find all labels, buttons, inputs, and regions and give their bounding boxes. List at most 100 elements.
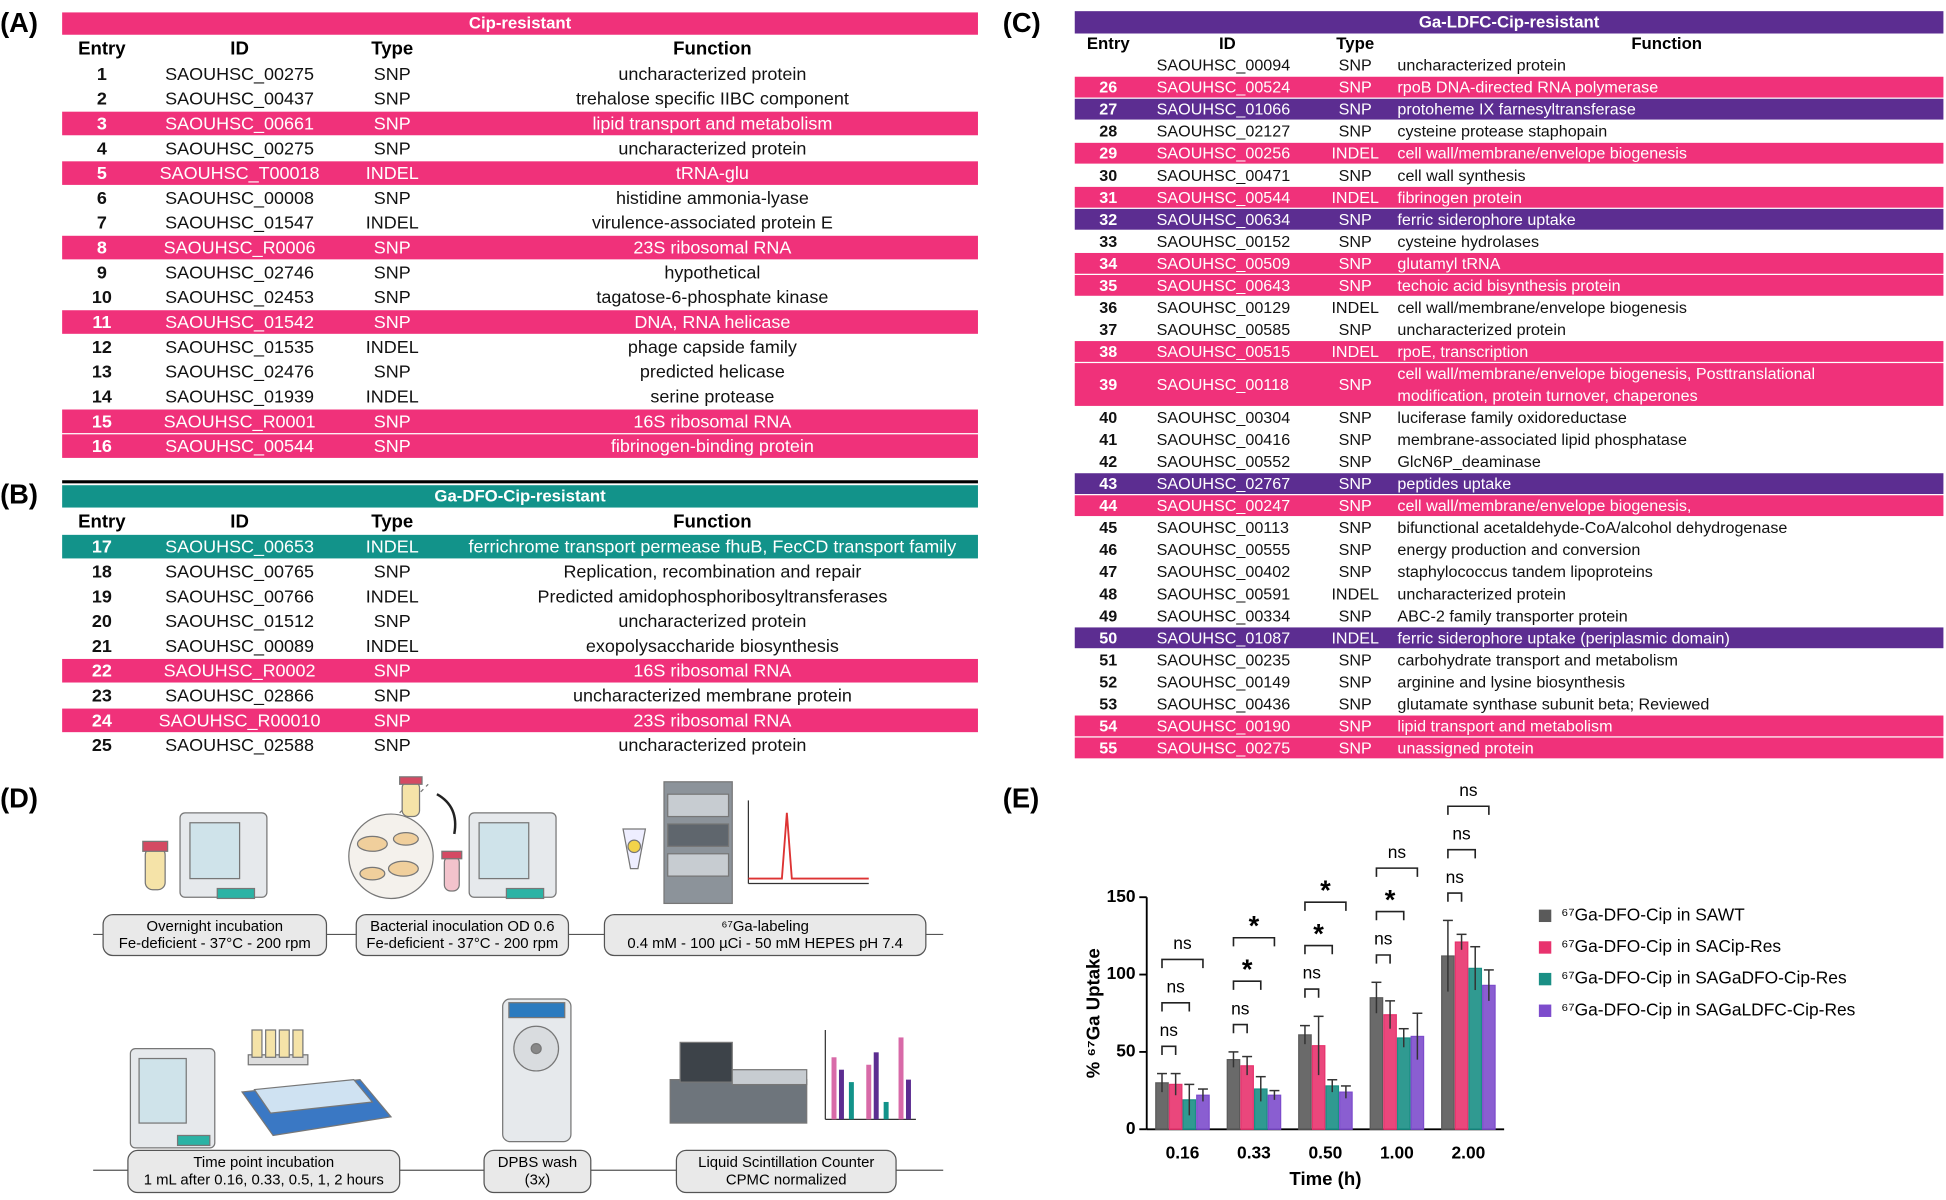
table-cell: 20	[92, 611, 112, 631]
significance-bracket	[1161, 958, 1204, 969]
significance-bracket	[1447, 848, 1477, 859]
workflow-illustrations	[93, 776, 944, 1171]
table-cell: SAOUHSC_01542	[165, 312, 314, 333]
bar	[1369, 997, 1384, 1130]
significance-label: *	[1313, 918, 1324, 949]
table-cell: peptides uptake	[1397, 475, 1511, 493]
table-cell: SNP	[1339, 695, 1372, 713]
table-cell: fibrinogen-binding protein	[611, 436, 814, 456]
table-cell: SAOUHSC_R0001	[164, 411, 316, 432]
table-cell: 47	[1099, 563, 1117, 581]
bar	[1482, 984, 1496, 1130]
table-cell: uncharacterized protein	[618, 64, 806, 84]
table-cell: 43	[1099, 475, 1117, 493]
table-cell: exopolysaccharide biosynthesis	[586, 636, 839, 656]
table-cell: SNP	[374, 611, 411, 631]
table-cell: 41	[1099, 431, 1117, 449]
table-cell: SNP	[374, 436, 411, 456]
bar	[1468, 967, 1483, 1130]
table-cell: SAOUHSC_00544	[1157, 189, 1291, 207]
table-cell: SNP	[374, 287, 411, 307]
significance-label: ns	[1452, 823, 1471, 843]
table-cell: lipid transport and metabolism	[592, 113, 832, 133]
table-cell: SNP	[1339, 57, 1372, 75]
table-cell: ferric siderophore uptake	[1397, 211, 1575, 229]
row-highlight	[62, 658, 978, 683]
table-cell: INDEL	[1331, 629, 1379, 647]
table-cell: SAOUHSC_00129	[1157, 299, 1291, 317]
error-bar	[1442, 919, 1453, 992]
table-cell: SAOUHSC_02453	[165, 287, 314, 308]
significance-bracket	[1447, 892, 1463, 902]
step-box	[603, 913, 927, 957]
table-cell: SNP	[1339, 211, 1372, 229]
table-cell: SAOUHSC_02127	[1157, 123, 1291, 141]
step-detail: (3x)	[525, 1173, 551, 1189]
table-cell: SNP	[1339, 123, 1372, 141]
table-cell: 22	[92, 661, 112, 681]
row-highlight	[1074, 495, 1944, 517]
table-cell: 3	[97, 113, 107, 133]
y-tick-label: 100	[1107, 963, 1136, 983]
table-cell: SAOUHSC_R0002	[164, 661, 316, 682]
error-bar	[1327, 1079, 1338, 1093]
panel-label: (C)	[1003, 7, 1041, 38]
legend-swatch	[1538, 972, 1552, 986]
error-bar	[1398, 1027, 1409, 1048]
table-cell: SNP	[1339, 519, 1372, 537]
significance-bracket	[1447, 805, 1490, 815]
significance-bracket	[1375, 867, 1419, 877]
x-tick-label: 0.33	[1237, 1143, 1271, 1163]
table-cell: SNP	[1339, 233, 1372, 251]
error-bar	[1385, 1000, 1396, 1029]
bar	[1454, 941, 1469, 1130]
table-cell: SAOUHSC_T00018	[160, 163, 320, 184]
error-bar	[1170, 1072, 1181, 1096]
table-cell: SAOUHSC_00544	[165, 436, 314, 457]
table-cell: 52	[1099, 673, 1117, 691]
table-cell: SAOUHSC_00113	[1157, 519, 1289, 537]
table-cell: SAOUHSC_00149	[1157, 673, 1291, 691]
x-tick-label: 0.50	[1309, 1143, 1343, 1163]
table-cell: uncharacterized protein	[1397, 57, 1566, 75]
table-cell: 24	[92, 710, 112, 730]
table-cell: 35	[1099, 277, 1117, 295]
table-cell: SAOUHSC_00437	[165, 89, 314, 110]
table-cell: SNP	[1339, 431, 1372, 449]
row-highlight	[1074, 76, 1944, 98]
table-cell: uncharacterized membrane protein	[573, 686, 852, 706]
table-cell: phage capside family	[628, 337, 797, 357]
column-header: Type	[1336, 34, 1374, 53]
table-cell: SNP	[374, 64, 411, 84]
table-cell: SAOUHSC_02746	[165, 262, 314, 283]
step-box	[675, 1149, 897, 1194]
table-cell: DNA, RNA helicase	[634, 312, 790, 332]
error-bar	[1255, 1075, 1266, 1102]
table-cell: SAOUHSC_00008	[165, 188, 314, 209]
table-cell: INDEL	[366, 163, 419, 183]
error-bar	[1197, 1088, 1208, 1102]
panel-label: (D)	[0, 783, 38, 814]
column-header: Entry	[78, 38, 126, 59]
column-header: Entry	[78, 510, 126, 531]
table-cell: serine protease	[650, 386, 774, 406]
table-cell: 19	[92, 586, 112, 606]
table-cell: bifunctional acetaldehyde-CoA/alcohol de…	[1397, 519, 1787, 537]
row-highlight	[1074, 142, 1944, 164]
table-cell: SNP	[374, 710, 411, 730]
table-cell: SAOUHSC_01535	[165, 337, 314, 358]
table-rule	[62, 480, 978, 484]
table-cell: lipid transport and metabolism	[1397, 717, 1612, 735]
step-title: Time point incubation	[193, 1155, 334, 1171]
table-cell: SAOUHSC_01066	[1157, 101, 1291, 119]
table-cell: ferric siderophore uptake (periplasmic d…	[1397, 629, 1730, 647]
table-cell: INDEL	[1331, 585, 1379, 603]
bar	[1240, 1065, 1254, 1130]
table-cell: 23	[92, 686, 112, 706]
table-title: Ga-DFO-Cip-resistant	[434, 486, 606, 505]
table-cell: 29	[1099, 145, 1117, 163]
table-cell: SNP	[1339, 409, 1372, 427]
table-cell: cysteine protease staphopain	[1397, 123, 1607, 141]
table-cell: SNP	[1339, 453, 1372, 471]
error-bar	[1184, 1083, 1195, 1116]
